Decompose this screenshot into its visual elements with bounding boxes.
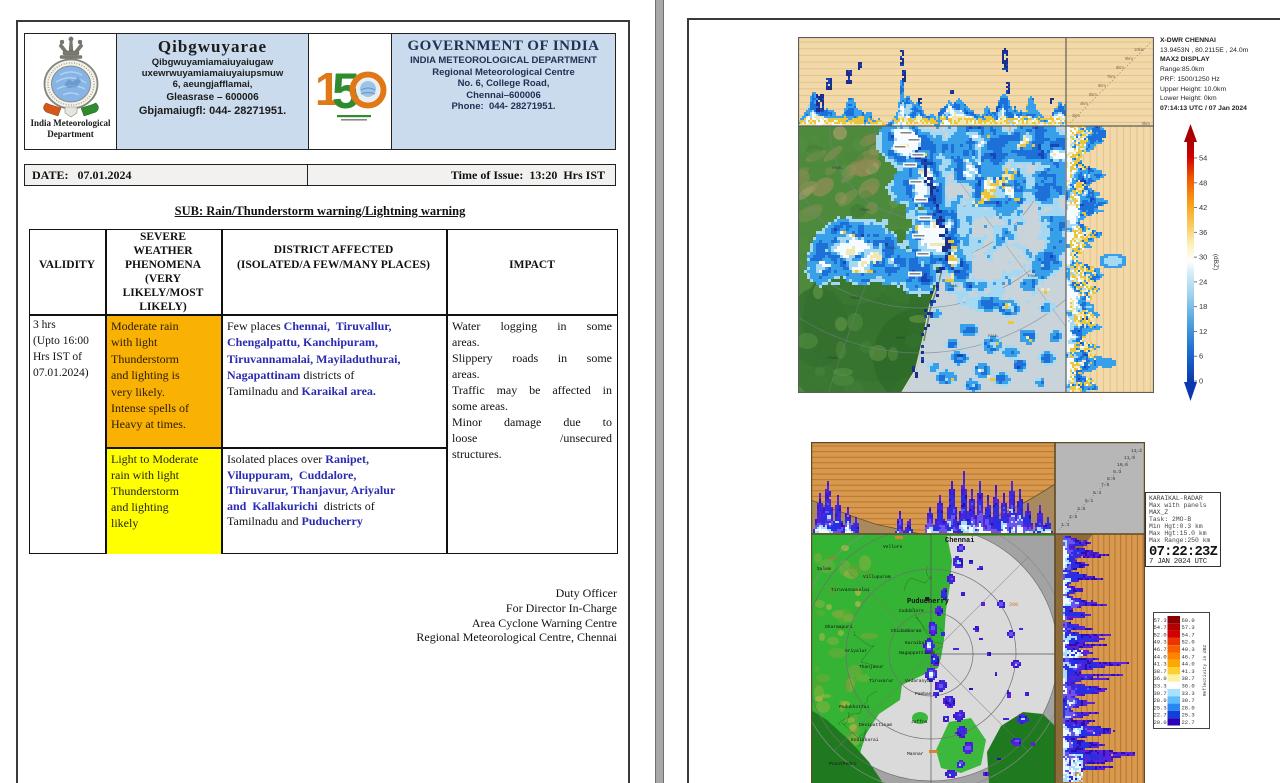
svg-text:200: 200 [1009,602,1018,608]
svg-text:Chidambaram: Chidambaram [891,628,922,634]
svg-text:24: 24 [1199,277,1207,286]
svg-text:Tiruvarur: Tiruvarur [869,678,894,684]
svg-text:8.0: 8.0 [1107,476,1116,482]
svg-text:54.7: 54.7 [1154,624,1167,631]
svg-text:9.3: 9.3 [1113,469,1122,475]
svg-text:4km: 4km [1080,101,1088,106]
svg-text:48: 48 [1199,178,1207,187]
svg-text:3.8: 3.8 [1077,506,1086,512]
svg-text:12: 12 [1199,327,1207,336]
svg-text:30.7: 30.7 [1154,690,1167,697]
svg-text:Ariyalur: Ariyalur [845,648,867,654]
svg-text:22.7: 22.7 [1154,712,1167,719]
svg-text:13.2: 13.2 [1131,448,1142,454]
svg-text:PAML: PAML [948,283,959,288]
svg-text:2.5: 2.5 [1069,514,1078,520]
svg-text:PAML: PAML [1028,273,1039,278]
svg-text:54: 54 [1199,154,1207,163]
svg-text:Vedaranyam: Vedaranyam [905,678,933,684]
svg-text:Tiruvannamalai: Tiruvannamalai [831,587,870,593]
svg-text:PAML: PAML [896,335,907,340]
svg-text:PointPedro: PointPedro [829,761,857,767]
svg-text:Mannar: Mannar [907,751,924,757]
svg-text:49.3: 49.3 [1154,639,1167,646]
svg-text:36.0: 36.0 [1154,675,1167,682]
svg-text:1.3: 1.3 [1061,522,1070,528]
svg-text:6: 6 [1199,352,1203,361]
svg-text:1: 1 [315,63,341,115]
svg-text:57.3: 57.3 [1182,624,1195,631]
svg-text:33.3: 33.3 [1154,683,1167,690]
svg-text:Nagappattinam: Nagappattinam [899,650,935,656]
svg-text:38.7: 38.7 [1154,668,1167,675]
svg-text:46.7: 46.7 [1182,653,1195,660]
svg-text:2km: 2km [1072,113,1080,118]
svg-text:PAML: PAML [832,165,843,170]
svg-text:PAML: PAML [886,245,897,250]
svg-text:Puducherry: Puducherry [907,598,950,606]
svg-text:6km: 6km [1098,83,1106,88]
svg-text:25.3: 25.3 [1182,712,1195,719]
svg-text:7km: 7km [1107,74,1115,79]
svg-text:52.0: 52.0 [1154,631,1167,638]
svg-text:54.7: 54.7 [1182,631,1195,638]
svg-text:Vellore: Vellore [883,544,903,550]
svg-text:0km: 0km [1142,121,1150,126]
svg-text:25.3: 25.3 [1154,704,1167,711]
svg-text:38.7: 38.7 [1182,675,1195,682]
svg-text:44.0: 44.0 [1154,653,1167,660]
svg-text:Thanjavur: Thanjavur [859,664,884,670]
svg-text:36.0: 36.0 [1182,683,1195,690]
svg-text:41.3: 41.3 [1182,668,1195,675]
svg-text:Salem: Salem [817,566,831,572]
svg-text:18: 18 [1199,302,1207,311]
svg-text:Pamban: Pamban [915,691,932,697]
svg-text:30.7: 30.7 [1182,697,1195,704]
svg-text:PAML: PAML [1003,183,1014,188]
svg-text:100: 100 [827,556,836,562]
svg-text:Chennai: Chennai [945,537,974,545]
svg-text:46.7: 46.7 [1154,646,1167,653]
svg-text:36: 36 [1199,228,1207,237]
svg-text:42: 42 [1199,203,1207,212]
svg-text:41.3: 41.3 [1154,661,1167,668]
svg-text:8km: 8km [1116,65,1124,70]
svg-text:Pudukkottai: Pudukkottai [839,704,870,710]
svg-text:Dharmapuri: Dharmapuri [825,624,853,630]
svg-text:PAML: PAML [988,333,999,338]
svg-text:Karaikal: Karaikal [905,640,927,646]
svg-text:10.6: 10.6 [1117,462,1128,468]
svg-text:Cuddalore: Cuddalore [899,608,924,614]
svg-text:57.3: 57.3 [1154,617,1167,624]
svg-text:11.9: 11.9 [1124,455,1135,461]
svg-text:5.1: 5.1 [1085,498,1094,504]
svg-text:7.6: 7.6 [1101,482,1110,488]
svg-text:60.0: 60.0 [1182,617,1195,624]
svg-text:Kodikkarai: Kodikkarai [851,737,879,743]
svg-text:Jaffna: Jaffna [911,719,928,725]
svg-text:Villupuram: Villupuram [863,574,891,580]
svg-text:5: 5 [332,63,360,119]
svg-text:Devipattinam: Devipattinam [859,722,892,728]
svg-text:44.0: 44.0 [1182,661,1195,668]
svg-text:22.7: 22.7 [1182,719,1195,726]
svg-text:PAML: PAML [850,295,861,300]
svg-text:PAML: PAML [860,207,871,212]
svg-text:52.0: 52.0 [1182,639,1195,646]
svg-text:30: 30 [1199,253,1207,262]
svg-text:20.0: 20.0 [1154,719,1167,726]
svg-text:6.4: 6.4 [1093,490,1102,496]
svg-text:28.0: 28.0 [1154,697,1167,704]
svg-text:28.0: 28.0 [1182,704,1195,711]
svg-text:0: 0 [1199,377,1203,386]
svg-text:(dBZ): (dBZ) [1212,254,1219,270]
svg-text:33.3: 33.3 [1182,690,1195,697]
svg-text:5km: 5km [1089,92,1097,97]
svg-text:PAML: PAML [828,355,839,360]
svg-text:10km: 10km [1134,47,1145,52]
svg-text:49.3: 49.3 [1182,646,1195,653]
svg-text:Reflectivity in dBZ: Reflectivity in dBZ [1202,645,1208,697]
svg-text:9km: 9km [1125,56,1133,61]
